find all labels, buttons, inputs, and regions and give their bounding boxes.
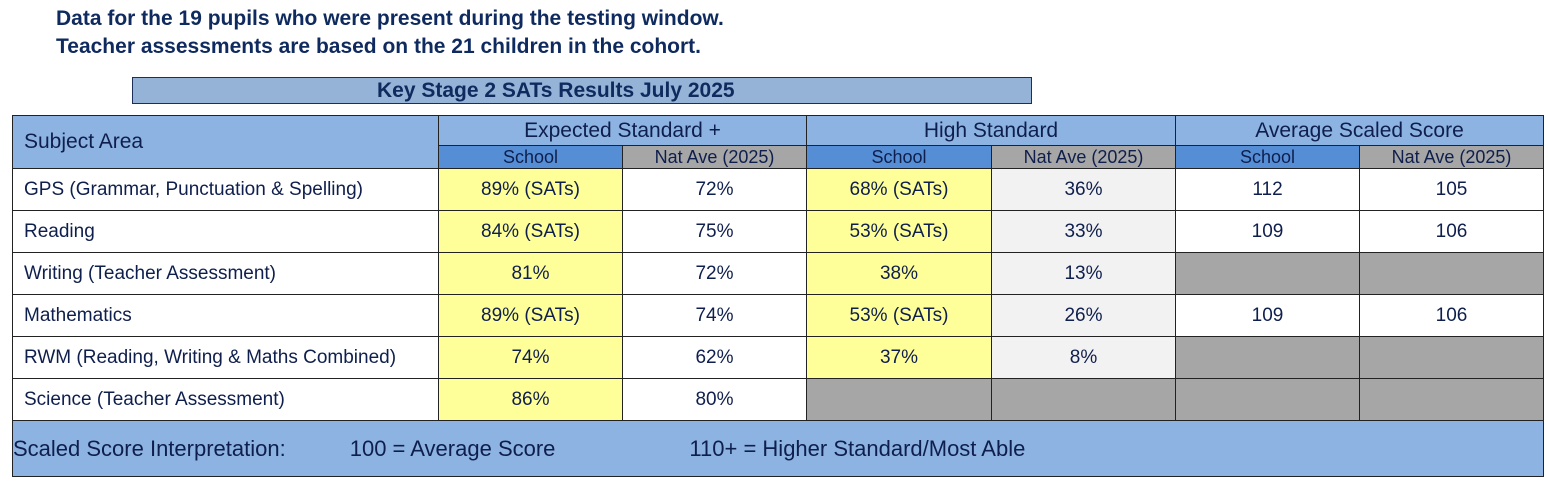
- expected-school-header: School: [438, 145, 623, 169]
- high-nat-cell: 26%: [991, 294, 1176, 337]
- expected-standard-header: Expected Standard +: [438, 115, 807, 146]
- table-row: Science (Teacher Assessment) 86% 80%: [12, 378, 1544, 421]
- subject-cell: Writing (Teacher Assessment): [12, 252, 439, 295]
- high-school-cell-empty: [806, 378, 992, 421]
- table-row: Writing (Teacher Assessment) 81% 72% 38%…: [12, 252, 1544, 295]
- high-standard-header: High Standard: [806, 115, 1176, 146]
- scaled-school-cell: 109: [1175, 294, 1360, 337]
- high-school-cell: 37%: [806, 336, 992, 379]
- table-row: Reading 84% (SATs) 75% 53% (SATs) 33% 10…: [12, 210, 1544, 253]
- expected-nat-cell: 72%: [622, 168, 807, 211]
- scaled-nat-cell: 106: [1359, 294, 1544, 337]
- footer-label: Scaled Score Interpretation:: [13, 435, 286, 461]
- scaled-school-cell-empty: [1175, 252, 1360, 295]
- subject-cell: RWM (Reading, Writing & Maths Combined): [12, 336, 439, 379]
- header-row-sub: School Nat Ave (2025) School Nat Ave (20…: [13, 145, 1544, 169]
- footer-higher-standard: 110+ = Higher Standard/Most Able: [689, 435, 1026, 461]
- scaled-school-cell-empty: [1175, 336, 1360, 379]
- scaled-nat-cell: 106: [1359, 210, 1544, 253]
- scaled-school-cell: 109: [1175, 210, 1360, 253]
- high-school-cell: 68% (SATs): [806, 168, 992, 211]
- scaled-nat-header: Nat Ave (2025): [1359, 145, 1544, 169]
- subject-cell: Science (Teacher Assessment): [12, 378, 439, 421]
- high-nat-header: Nat Ave (2025): [991, 145, 1176, 169]
- table-row: RWM (Reading, Writing & Maths Combined) …: [12, 336, 1544, 379]
- intro-line-2: Teacher assessments are based on the 21 …: [56, 35, 702, 58]
- scaled-nat-cell-empty: [1359, 336, 1544, 379]
- high-school-cell: 53% (SATs): [806, 210, 992, 253]
- subject-cell: Reading: [12, 210, 439, 253]
- expected-nat-cell: 75%: [622, 210, 807, 253]
- results-table: Subject Area Expected Standard + High St…: [12, 115, 1544, 477]
- high-nat-cell-empty: [991, 378, 1176, 421]
- expected-school-cell: 89% (SATs): [438, 294, 623, 337]
- high-school-cell: 53% (SATs): [806, 294, 992, 337]
- expected-school-cell: 86%: [438, 378, 623, 421]
- expected-school-cell: 89% (SATs): [438, 168, 623, 211]
- scaled-score-interpretation: Scaled Score Interpretation: 100 = Averag…: [12, 420, 1544, 477]
- table-row: Mathematics 89% (SATs) 74% 53% (SATs) 26…: [12, 294, 1544, 337]
- expected-nat-cell: 80%: [622, 378, 807, 421]
- expected-school-cell: 81%: [438, 252, 623, 295]
- expected-nat-cell: 74%: [622, 294, 807, 337]
- average-scaled-score-header: Average Scaled Score: [1175, 115, 1544, 146]
- high-nat-cell: 13%: [991, 252, 1176, 295]
- intro-line-1: Data for the 19 pupils who were present …: [56, 7, 724, 30]
- expected-school-cell: 84% (SATs): [438, 210, 623, 253]
- header-row-groups: Subject Area Expected Standard + High St…: [12, 115, 1544, 169]
- results-title: Key Stage 2 SATs Results July 2025: [132, 77, 1032, 104]
- high-nat-cell: 33%: [991, 210, 1176, 253]
- table-row: GPS (Grammar, Punctuation & Spelling) 89…: [12, 168, 1544, 211]
- expected-nat-cell: 72%: [622, 252, 807, 295]
- expected-nat-header: Nat Ave (2025): [622, 145, 807, 169]
- high-nat-cell: 36%: [991, 168, 1176, 211]
- expected-nat-cell: 62%: [622, 336, 807, 379]
- scaled-nat-cell-empty: [1359, 252, 1544, 295]
- subject-cell: GPS (Grammar, Punctuation & Spelling): [12, 168, 439, 211]
- footer-average-score: 100 = Average Score: [349, 435, 556, 461]
- scaled-nat-cell-empty: [1359, 378, 1544, 421]
- scaled-school-cell-empty: [1175, 378, 1360, 421]
- subject-area-header: Subject Area: [12, 115, 439, 169]
- scaled-school-cell: 112: [1175, 168, 1360, 211]
- scaled-nat-cell: 105: [1359, 168, 1544, 211]
- subject-cell: Mathematics: [12, 294, 439, 337]
- scaled-school-header: School: [1175, 145, 1360, 169]
- expected-school-cell: 74%: [438, 336, 623, 379]
- high-nat-cell: 8%: [991, 336, 1176, 379]
- high-school-cell: 38%: [806, 252, 992, 295]
- high-school-header: School: [806, 145, 992, 169]
- footer-row: Scaled Score Interpretation: 100 = Averag…: [12, 420, 1544, 477]
